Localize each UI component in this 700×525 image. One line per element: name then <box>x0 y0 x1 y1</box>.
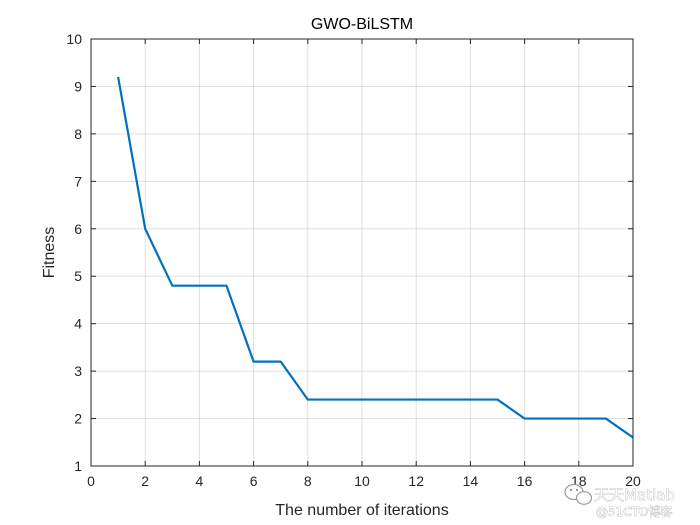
wechat-bubble-icon <box>564 483 593 505</box>
x-tick-label: 20 <box>625 473 641 489</box>
chart-title: GWO-BiLSTM <box>311 16 413 33</box>
y-tick-label: 3 <box>74 363 82 379</box>
x-tick-label: 16 <box>517 473 533 489</box>
y-tick-label: 1 <box>74 458 82 474</box>
x-tick-label: 6 <box>250 473 258 489</box>
y-tick-label: 5 <box>74 268 82 284</box>
y-tick-label: 7 <box>74 173 82 189</box>
tick-marks <box>90 38 634 467</box>
y-axis-title: Fitness <box>41 227 58 279</box>
y-tick-label: 2 <box>74 411 82 427</box>
y-tick-label: 6 <box>74 221 82 237</box>
x-axis-title: The number of iterations <box>275 502 448 519</box>
y-tick-labels: 1 2 3 4 5 6 7 8 9 10 <box>66 31 82 474</box>
watermark-subtitle: @51CTO博客 <box>596 504 672 519</box>
series-line-1 <box>117 76 634 439</box>
x-tick-label: 12 <box>408 473 424 489</box>
x-tick-label: 8 <box>304 473 312 489</box>
y-tick-label: 9 <box>74 78 82 94</box>
x-tick-label: 0 <box>87 473 95 489</box>
series-group <box>117 76 634 439</box>
y-tick-label: 4 <box>74 316 82 332</box>
watermark-title: 天天Matlab <box>594 486 675 504</box>
x-tick-label: 4 <box>196 473 204 489</box>
y-tick-label: 8 <box>74 126 82 142</box>
plot-area <box>90 38 634 467</box>
axes-background <box>91 39 633 466</box>
watermark: 天天Matlab @51CTO博客 <box>564 483 675 519</box>
x-tick-label: 10 <box>354 473 370 489</box>
x-tick-label: 2 <box>141 473 149 489</box>
x-tick-labels: 0 2 4 6 8 10 12 14 16 18 20 <box>87 473 641 489</box>
x-tick-label: 14 <box>463 473 479 489</box>
y-tick-label: 10 <box>66 31 82 47</box>
